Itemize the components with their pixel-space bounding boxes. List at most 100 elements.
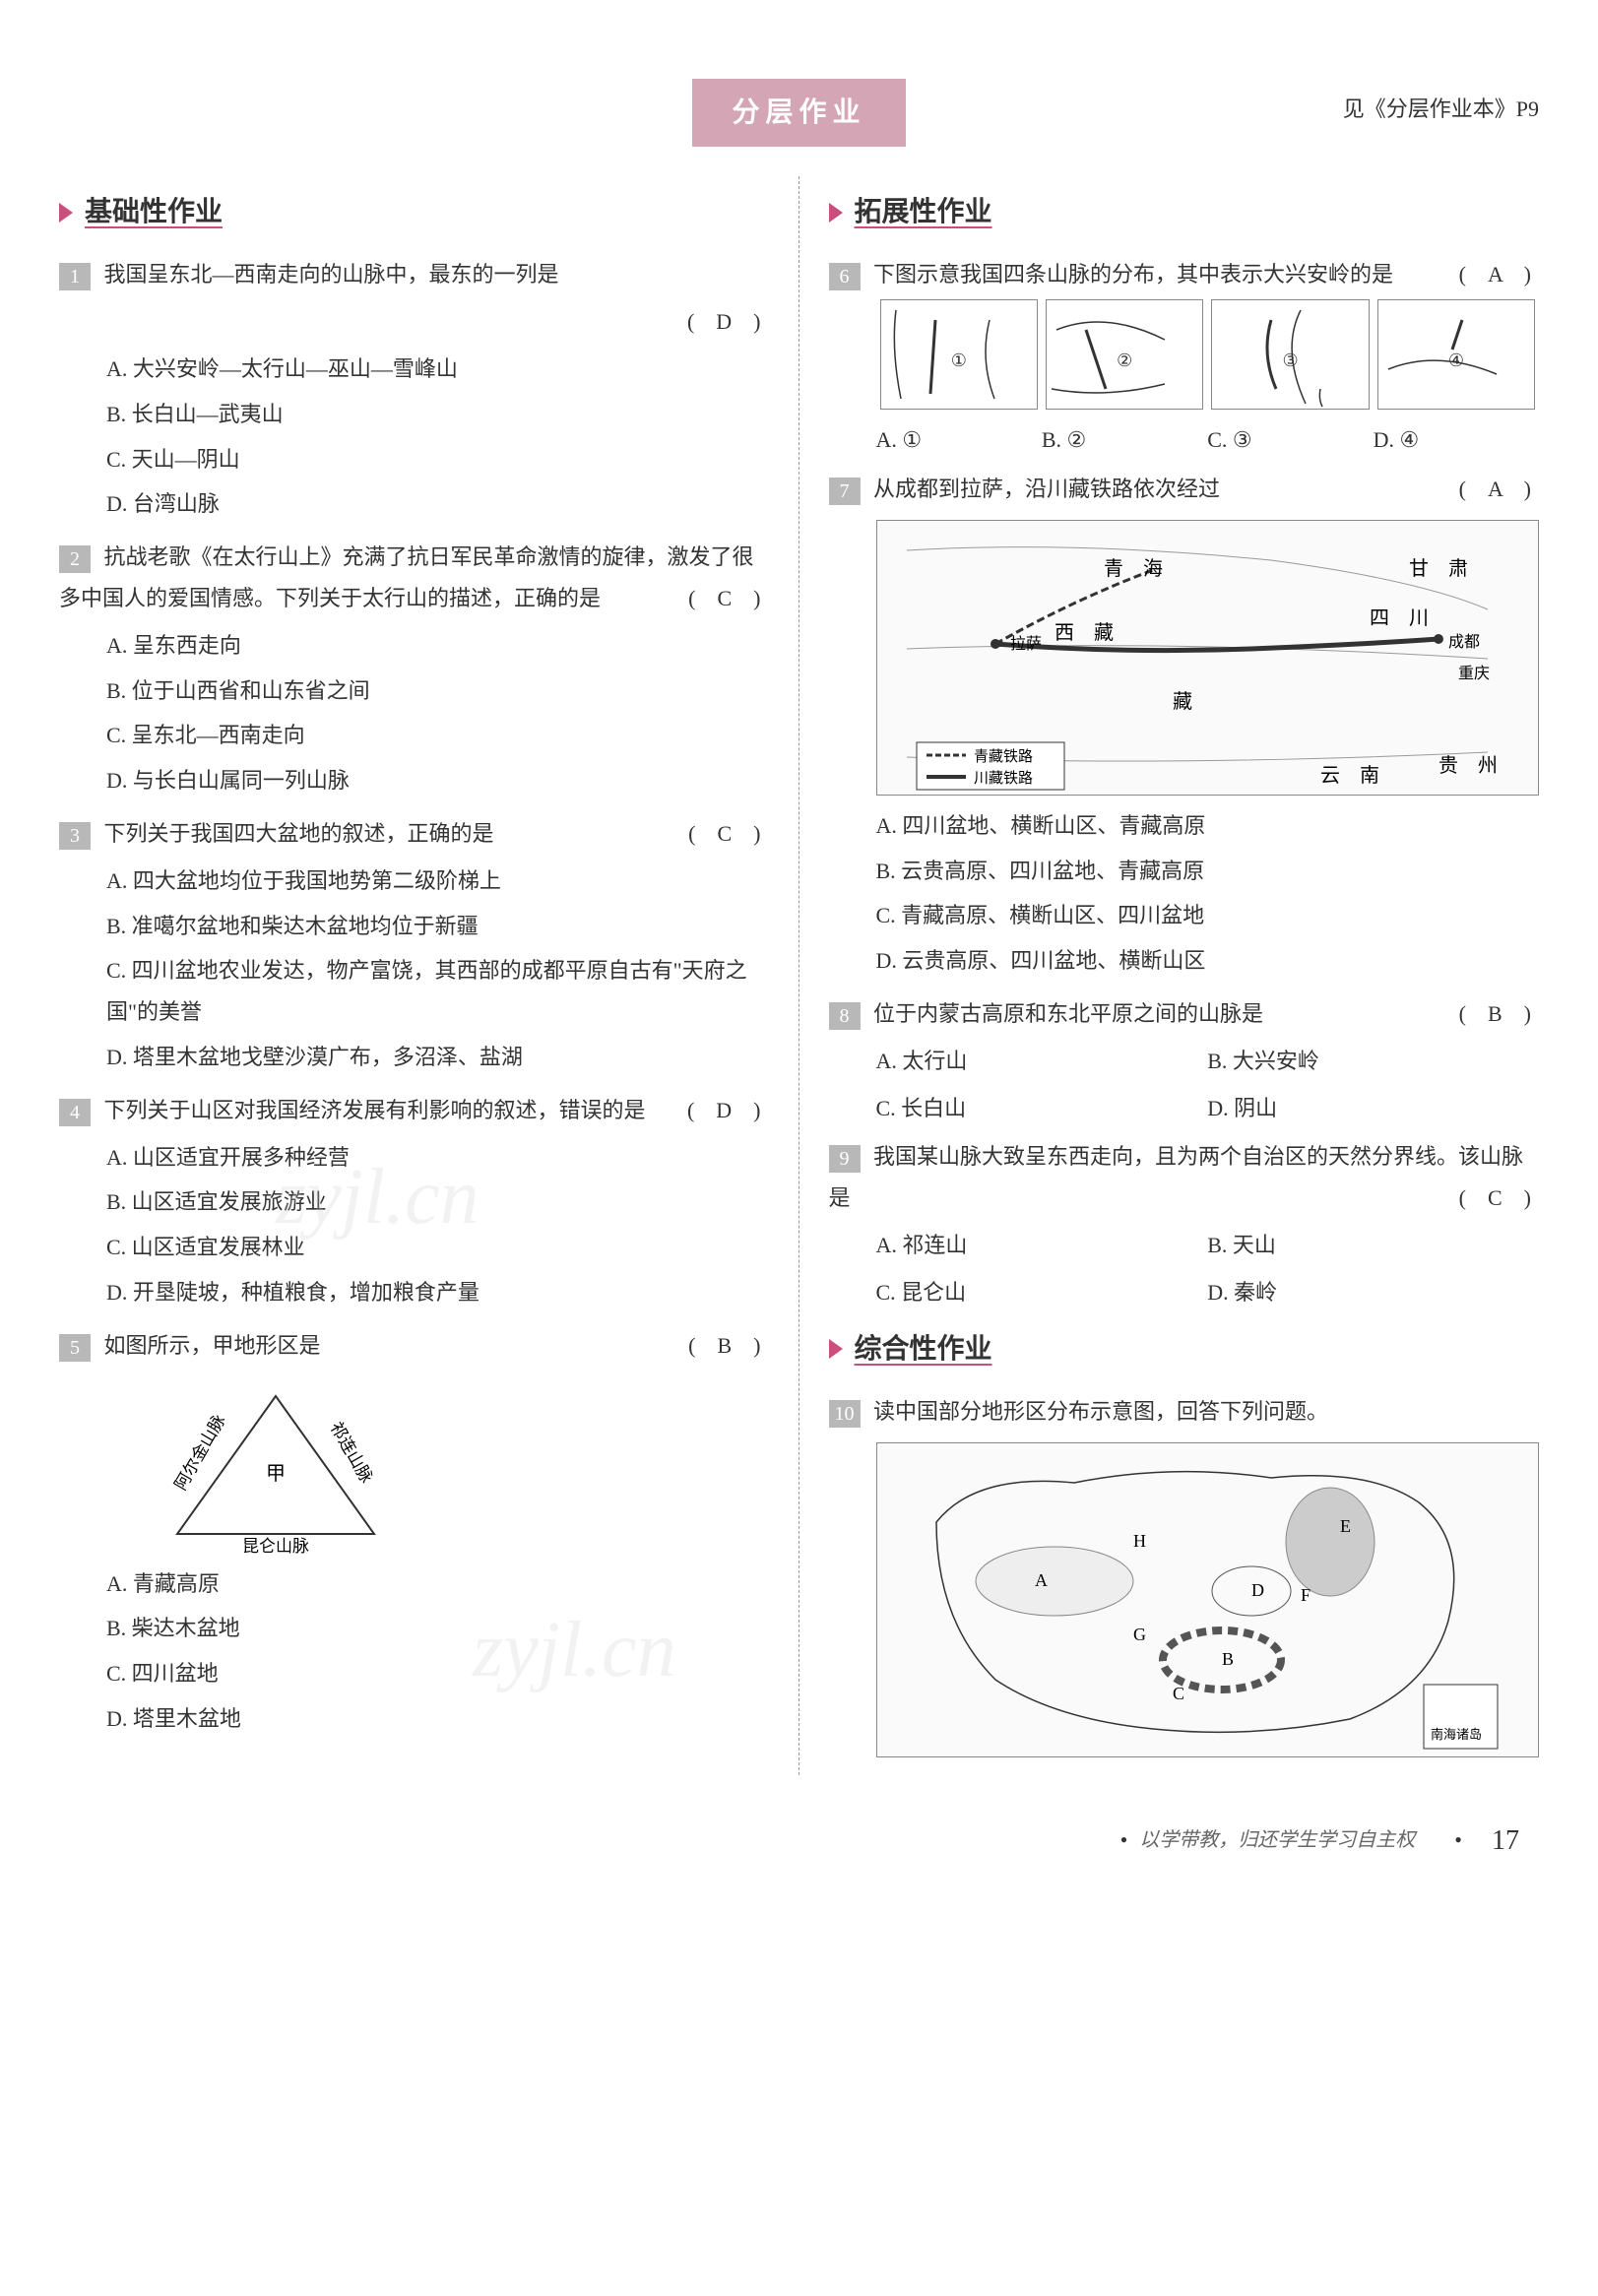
options: A. 青藏高原 B. 柴达木盆地 C. 四川盆地 D. 塔里木盆地: [59, 1563, 769, 1740]
option-a: A. 太行山: [876, 1041, 1208, 1082]
svg-text:H: H: [1133, 1531, 1146, 1551]
options: A. 山区适宜开展多种经营 B. 山区适宜发展旅游业 C. 山区适宜发展林业 D…: [59, 1137, 769, 1313]
question-text: 下列关于我国四大盆地的叙述，正确的是: [104, 821, 494, 846]
question-8: 8 位于内蒙古高原和东北平原之间的山脉是 ( B ) A. 太行山 B. 大兴安…: [829, 993, 1540, 1128]
map-label: ③: [1283, 344, 1299, 377]
svg-text:D: D: [1251, 1580, 1264, 1600]
svg-text:C: C: [1173, 1684, 1184, 1703]
triangle-bottom-label: 昆仑山脉: [242, 1537, 309, 1554]
svg-text:拉萨: 拉萨: [1010, 635, 1042, 653]
map-svg: 青 海 甘 肃 西 藏 四 川 拉萨 成都 重庆 藏 云 南 贵 州 青藏铁路 …: [877, 521, 1539, 795]
answer-blank: ( A ): [1459, 254, 1531, 295]
question-number: 5: [59, 1334, 91, 1362]
option-a: A. 祁连山: [876, 1225, 1208, 1266]
question-5: 5 如图所示，甲地形区是 ( B ) 甲 阿尔金山脉 祁连山脉 昆仑山脉 A. …: [59, 1325, 769, 1744]
answer-value: D: [716, 1098, 732, 1122]
question-number: 9: [829, 1145, 861, 1173]
answer-blank: ( A ): [1459, 469, 1531, 510]
option-b: B. ②: [1042, 419, 1207, 461]
map-panel-1: ①: [880, 299, 1038, 410]
question-number: 2: [59, 545, 91, 573]
svg-text:F: F: [1301, 1585, 1310, 1605]
svg-text:E: E: [1340, 1516, 1351, 1536]
svg-text:青 海: 青 海: [1104, 557, 1163, 580]
option-b: B. 山区适宜发展旅游业: [106, 1181, 769, 1223]
question-4: 4 下列关于山区对我国经济发展有利影响的叙述，错误的是 ( D ) A. 山区适…: [59, 1090, 769, 1317]
option-a: A. 青藏高原: [106, 1563, 769, 1605]
options: A. 呈东西走向 B. 位于山西省和山东省之间 C. 呈东北—西南走向 D. 与…: [59, 625, 769, 801]
answer-value: C: [717, 586, 732, 610]
triangle-diagram: 甲 阿尔金山脉 祁连山脉 昆仑山脉: [158, 1376, 394, 1554]
question-text: 我国某山脉大致呈东西走向，且为两个自治区的天然分界线。该山脉是: [829, 1144, 1524, 1210]
map-label: ④: [1448, 344, 1464, 377]
question-text: 从成都到拉萨，沿川藏铁路依次经过: [873, 477, 1220, 501]
answer-blank: ( C ): [688, 813, 760, 855]
option-a: A. 呈东西走向: [106, 625, 769, 667]
svg-text:成都: 成都: [1448, 633, 1480, 651]
options: A. 四川盆地、横断山区、青藏高原 B. 云贵高原、四川盆地、青藏高原 C. 青…: [829, 805, 1540, 982]
option-c: C. 四川盆地: [106, 1653, 769, 1694]
arrow-icon: [829, 1339, 843, 1359]
option-c: C. 昆仑山: [876, 1272, 1208, 1313]
option-c: C. ③: [1207, 419, 1373, 461]
section-expand: 拓展性作业: [829, 186, 1540, 238]
option-d: D. 塔里木盆地戈壁沙漠广布，多沼泽、盐湖: [106, 1037, 769, 1078]
option-d: D. 与长白山属同一列山脉: [106, 760, 769, 801]
map-q7: 青 海 甘 肃 西 藏 四 川 拉萨 成都 重庆 藏 云 南 贵 州 青藏铁路 …: [876, 520, 1540, 796]
option-b: B. 天山: [1207, 1225, 1539, 1266]
option-c: C. 青藏高原、横断山区、四川盆地: [876, 895, 1540, 936]
answer-value: A: [1488, 262, 1502, 287]
svg-text:A: A: [1035, 1570, 1048, 1590]
option-a: A. 山区适宜开展多种经营: [106, 1137, 769, 1179]
section-comprehensive: 综合性作业: [829, 1323, 1540, 1375]
footer: • 以学带教，归还学生学习自主权 • 17: [59, 1815, 1539, 1867]
options: C. 昆仑山 D. 秦岭: [829, 1272, 1540, 1313]
answer-blank: ( B ): [688, 1325, 760, 1367]
svg-text:青藏铁路: 青藏铁路: [974, 748, 1033, 765]
option-b: B. 长白山—武夷山: [106, 394, 769, 435]
section-title-comprehensive: 综合性作业: [855, 1323, 992, 1375]
answer-value: B: [1488, 1001, 1502, 1026]
option-b: B. 云贵高原、四川盆地、青藏高原: [876, 851, 1540, 892]
options: C. 长白山 D. 阴山: [829, 1088, 1540, 1129]
answer-blank: ( D ): [687, 1090, 761, 1131]
svg-text:西 藏: 西 藏: [1055, 621, 1114, 644]
answer-value: C: [1488, 1185, 1502, 1210]
svg-text:川藏铁路: 川藏铁路: [974, 770, 1033, 787]
option-b: B. 位于山西省和山东省之间: [106, 670, 769, 712]
map-panel-3: ③: [1211, 299, 1369, 410]
question-3: 3 下列关于我国四大盆地的叙述，正确的是 ( C ) A. 四大盆地均位于我国地…: [59, 813, 769, 1082]
map-panel-4: ④: [1377, 299, 1535, 410]
svg-text:甘 肃: 甘 肃: [1409, 557, 1468, 580]
answer-blank: ( C ): [1459, 1178, 1531, 1219]
map-panel-2: ②: [1046, 299, 1203, 410]
options: A. 祁连山 B. 天山: [829, 1225, 1540, 1266]
svg-text:四 川: 四 川: [1370, 607, 1429, 629]
answer-value: D: [716, 309, 732, 334]
page-reference: 见《分层作业本》P9: [1343, 89, 1539, 130]
option-d: D. 云贵高原、四川盆地、横断山区: [876, 940, 1540, 982]
svg-text:G: G: [1133, 1625, 1146, 1644]
question-text: 读中国部分地形区分布示意图，回答下列问题。: [873, 1399, 1328, 1424]
section-basic: 基础性作业: [59, 186, 769, 238]
question-1: 1 我国呈东北—西南走向的山脉中，最东的一列是 ( D ) A. 大兴安岭—太行…: [59, 254, 769, 529]
option-a: A. 四川盆地、横断山区、青藏高原: [876, 805, 1540, 847]
section-title-basic: 基础性作业: [85, 186, 223, 238]
option-c: C. 四川盆地农业发达，物产富饶，其西部的成都平原自古有"天府之国"的美誉: [106, 950, 769, 1033]
triangle-center-label: 甲: [266, 1463, 286, 1485]
option-d: D. 秦岭: [1207, 1272, 1539, 1313]
svg-text:重庆: 重庆: [1458, 665, 1490, 682]
option-d: D. 开垦陡坡，种植粮食，增加粮食产量: [106, 1272, 769, 1313]
dot-icon: •: [1454, 1819, 1462, 1861]
map-label: ②: [1117, 344, 1132, 377]
option-d: D. 阴山: [1207, 1088, 1539, 1129]
option-d: D. 塔里木盆地: [106, 1698, 769, 1740]
question-text: 我国呈东北—西南走向的山脉中，最东的一列是: [104, 262, 559, 287]
question-number: 6: [829, 263, 861, 290]
arrow-icon: [829, 203, 843, 223]
svg-text:云 南: 云 南: [1320, 764, 1379, 787]
options: A. 太行山 B. 大兴安岭: [829, 1041, 1540, 1082]
question-text: 下列关于山区对我国经济发展有利影响的叙述，错误的是: [104, 1098, 646, 1122]
answer-blank: ( C ): [688, 578, 760, 619]
question-number: 7: [829, 478, 861, 505]
